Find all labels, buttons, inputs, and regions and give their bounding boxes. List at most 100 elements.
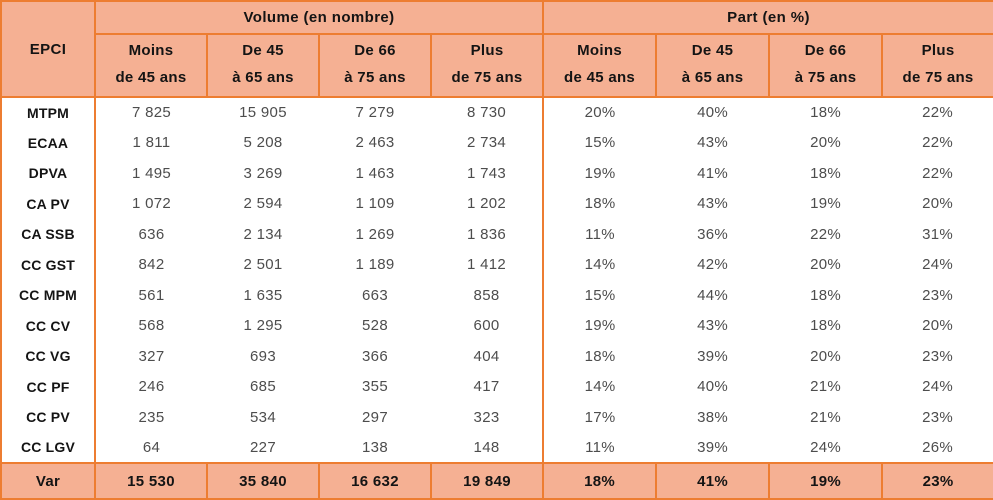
table-row: CC MPM 561 1 635 663 858 15% 44% 18% 23%: [1, 280, 993, 311]
part-value: 18%: [810, 317, 842, 335]
part-value: 20%: [922, 195, 954, 213]
volume-value: 323: [431, 402, 545, 433]
part-value: 43%: [697, 317, 729, 335]
age-column-header-volume-66to75: De 66 à 75 ans: [318, 33, 432, 98]
part-value: 44%: [697, 286, 729, 304]
volume-value: 148: [431, 432, 545, 463]
volume-value: 1 109: [355, 195, 395, 213]
part-value: 40%: [697, 104, 729, 122]
table-row: CC CV 568 1 295 528 600 19% 43% 18% 20%: [1, 310, 993, 341]
row-label: CC MPM: [1, 280, 96, 311]
age-header-line2: à 75 ans: [794, 69, 857, 86]
part-value: 39%: [697, 347, 729, 365]
part-value: 42%: [697, 256, 729, 274]
part-value: 15%: [584, 286, 616, 304]
age-header-line1: Moins: [128, 42, 174, 59]
volume-value: 568: [138, 317, 165, 335]
group-header-part: Part (en %): [542, 0, 993, 35]
age-header-line1: Plus: [921, 42, 955, 59]
part-value: 39%: [697, 438, 729, 456]
volume-value: 663: [362, 286, 388, 304]
part-value: 18%: [584, 195, 616, 213]
row-label: DPVA: [1, 158, 96, 189]
age-header-line1: De 45: [691, 42, 734, 59]
part-value: 24%: [810, 438, 842, 456]
part-value: 41%: [697, 164, 729, 182]
part-value: 24%: [922, 256, 954, 274]
volume-value: 2 463: [355, 134, 395, 152]
volume-value: 7 825: [131, 104, 172, 122]
volume-value: 1 189: [355, 256, 395, 274]
total-part-value: 41%: [655, 462, 771, 500]
row-label: CA PV: [1, 188, 96, 219]
volume-value: 1 072: [131, 195, 172, 213]
volume-value: 417: [431, 371, 545, 402]
part-value: 21%: [810, 378, 842, 396]
part-value: 19%: [584, 164, 616, 182]
table-row: DPVA 1 495 3 269 1 463 1 743 19% 41% 18% 22%: [1, 158, 993, 189]
row-label: CA SSB: [1, 219, 96, 250]
volume-value: 2 134: [243, 225, 283, 243]
volume-value: 1 635: [243, 286, 283, 304]
volume-value: 1 412: [431, 249, 545, 280]
table-row: CC PF 246 685 355 417 14% 40% 21% 24%: [1, 371, 993, 402]
table-row: MTPM 7 825 15 905 7 279 8 730 20% 40% 18% 22%: [1, 97, 993, 128]
part-value: 23%: [922, 286, 954, 304]
part-value: 22%: [922, 134, 954, 152]
volume-value: 64: [142, 438, 161, 456]
row-label: ECAA: [1, 127, 96, 158]
volume-value: 842: [138, 256, 165, 274]
age-column-header-part-45to65: De 45 à 65 ans: [655, 33, 771, 98]
part-value: 15%: [584, 134, 616, 152]
volume-value: 600: [431, 310, 545, 341]
row-label: CC CV: [1, 310, 96, 341]
row-label: CC PV: [1, 402, 96, 433]
volume-value: 1 202: [431, 188, 545, 219]
part-value: 24%: [922, 378, 954, 396]
age-column-header-part-under45: Moins de 45 ans: [542, 33, 658, 98]
total-volume-value: 16 632: [318, 462, 432, 500]
volume-value: 3 269: [243, 164, 283, 182]
volume-value: 2 594: [243, 195, 283, 213]
age-header-line2: de 45 ans: [564, 69, 636, 86]
age-header-line2: de 75 ans: [902, 69, 974, 86]
total-row: Var 15 530 35 840 16 632 19 849 18% 41% …: [0, 462, 993, 500]
volume-value: 1 269: [355, 225, 395, 243]
age-header-line2: à 65 ans: [232, 69, 294, 86]
total-volume-value: 35 840: [206, 462, 320, 500]
volume-value: 2 734: [431, 127, 545, 158]
volume-value: 366: [362, 347, 388, 365]
volume-value: 227: [250, 438, 276, 456]
age-header-line2: de 45 ans: [115, 69, 187, 86]
volume-value: 15 905: [239, 104, 287, 122]
part-value: 21%: [810, 408, 842, 426]
total-part-value: 18%: [542, 462, 658, 500]
total-volume-value: 19 849: [429, 462, 545, 500]
volume-value: 561: [138, 286, 165, 304]
group-header-volume: Volume (en nombre): [93, 0, 545, 35]
age-header-line2: à 65 ans: [681, 69, 744, 86]
volume-value: 1 295: [243, 317, 283, 335]
part-value: 18%: [810, 164, 842, 182]
volume-value: 1 743: [431, 158, 545, 189]
part-value: 19%: [584, 317, 616, 335]
volume-value: 2 501: [243, 256, 283, 274]
volume-value: 404: [431, 341, 545, 372]
part-value: 22%: [922, 104, 954, 122]
age-header-line2: de 75 ans: [451, 69, 523, 86]
total-part-value: 19%: [768, 462, 884, 500]
volume-value: 858: [431, 280, 545, 311]
volume-value: 636: [138, 225, 165, 243]
age-header-line1: De 45: [242, 42, 284, 59]
part-value: 23%: [922, 347, 954, 365]
volume-value: 235: [138, 408, 165, 426]
part-value: 20%: [810, 256, 842, 274]
part-value: 22%: [810, 225, 842, 243]
part-value: 43%: [697, 195, 729, 213]
part-value: 31%: [922, 225, 954, 243]
volume-value: 327: [138, 347, 165, 365]
volume-value: 1 811: [132, 134, 171, 152]
row-label: CC LGV: [1, 432, 96, 463]
age-column-header-volume-over75: Plus de 75 ans: [429, 33, 545, 98]
